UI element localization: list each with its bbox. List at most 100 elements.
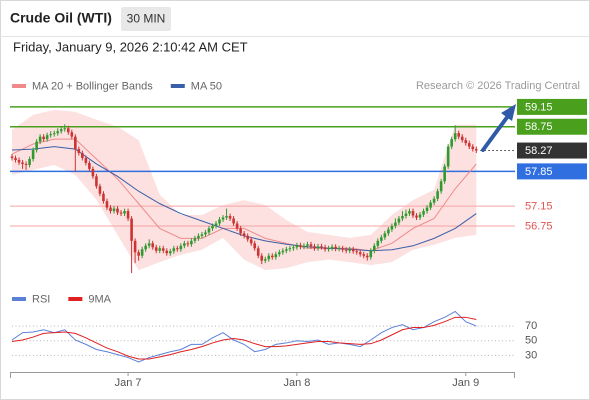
candle-body	[228, 216, 232, 219]
x-tick-label: Jan 7	[115, 377, 142, 389]
candle-body	[320, 246, 323, 248]
candle-body	[239, 228, 242, 234]
candle-body	[84, 157, 88, 163]
candle-body	[214, 223, 218, 226]
candle-body	[464, 140, 468, 144]
candle-body	[422, 211, 425, 215]
candle-body	[299, 245, 302, 247]
candle-body	[176, 248, 179, 250]
candle-body	[95, 176, 98, 187]
candle-body	[278, 252, 281, 255]
candle-body	[394, 222, 397, 226]
rsi-panel: RSI 9MA 30 50 70 Jan 7 Jan 8 Jan 9	[10, 293, 537, 389]
candle-body	[302, 245, 306, 247]
candle-body	[49, 134, 52, 136]
candle-body	[59, 129, 63, 132]
interval-badge	[121, 7, 171, 31]
candle-body	[168, 251, 172, 254]
x-tick-label: Jan 8	[283, 377, 310, 389]
candle-body	[415, 215, 418, 218]
candle-body	[397, 218, 401, 223]
level-box	[517, 142, 587, 159]
interval-label: 30 MIN	[127, 12, 166, 26]
candle-body	[401, 216, 404, 219]
candle-body	[218, 219, 221, 224]
candle-body	[411, 211, 415, 216]
candle-body	[126, 211, 130, 219]
candle-body	[102, 193, 105, 202]
candle-body	[242, 233, 246, 236]
candle-body	[179, 245, 183, 250]
candle-body	[183, 243, 186, 246]
candle-body	[56, 131, 60, 134]
candle-body	[74, 136, 77, 150]
candle-body	[81, 153, 84, 158]
candle-body	[140, 249, 144, 256]
candle-body	[404, 213, 408, 217]
candle-body	[144, 245, 147, 250]
candle-body	[116, 208, 119, 213]
candle-body	[186, 243, 190, 245]
candle-body	[88, 162, 91, 169]
source-note: Research © 2026 Trading Central	[416, 80, 580, 92]
candle-body	[369, 250, 373, 258]
indicator-line	[11, 310, 477, 363]
level-label: 58.27	[525, 145, 553, 157]
candle-body	[460, 136, 464, 141]
y-tick-label: 30	[525, 349, 537, 361]
candle-body	[161, 248, 165, 251]
candle-body	[313, 246, 316, 249]
legend-swatch	[68, 297, 83, 301]
candle-body	[38, 136, 42, 142]
candle-body	[119, 212, 123, 214]
candle-body	[376, 240, 380, 246]
candle-body	[436, 191, 439, 199]
level-label: 59.15	[525, 101, 553, 113]
candle-body	[327, 248, 330, 250]
candle-body	[292, 247, 295, 249]
candle-body	[24, 163, 28, 165]
candle-body	[256, 248, 260, 256]
candle-body	[260, 255, 264, 261]
candle-body	[105, 201, 109, 208]
instrument-title: Crude Oil (WTI)	[10, 10, 112, 26]
candle-body	[358, 252, 362, 255]
candle-body	[453, 133, 457, 140]
level-label: 58.75	[525, 121, 553, 133]
candle-body	[351, 249, 355, 252]
datetime: Friday, January 9, 2026 2:10:42 AM CET	[13, 39, 248, 54]
legend-label: RSI	[32, 293, 50, 305]
candle-body	[348, 249, 351, 251]
candle-body	[432, 198, 436, 203]
legend-label: MA 50	[191, 80, 222, 92]
candle-body	[200, 234, 204, 236]
candle-body	[154, 247, 158, 251]
candle-body	[285, 249, 288, 251]
candle-body	[355, 251, 359, 253]
candle-body	[91, 168, 95, 177]
candle-body	[66, 128, 70, 133]
candle-body	[439, 181, 443, 192]
candle-body	[429, 202, 432, 208]
candle-body	[446, 146, 450, 167]
candle-body	[281, 250, 285, 253]
candle-body	[98, 186, 102, 194]
candle-body	[383, 233, 387, 238]
candle-body	[193, 238, 197, 241]
candle-body	[151, 243, 154, 248]
level-box	[517, 163, 587, 180]
candle-body	[147, 243, 151, 246]
legend-swatch	[170, 84, 185, 88]
candle-body	[207, 228, 211, 233]
candle-body	[14, 157, 17, 160]
candle-body	[337, 248, 341, 250]
candle-body	[45, 135, 49, 140]
candle-body	[52, 133, 56, 135]
candle-body	[309, 244, 313, 247]
candle-body	[35, 141, 38, 151]
candle-body	[467, 143, 471, 147]
x-tick-label: Jan 9	[452, 377, 479, 389]
y-tick-label: 70	[525, 320, 537, 332]
